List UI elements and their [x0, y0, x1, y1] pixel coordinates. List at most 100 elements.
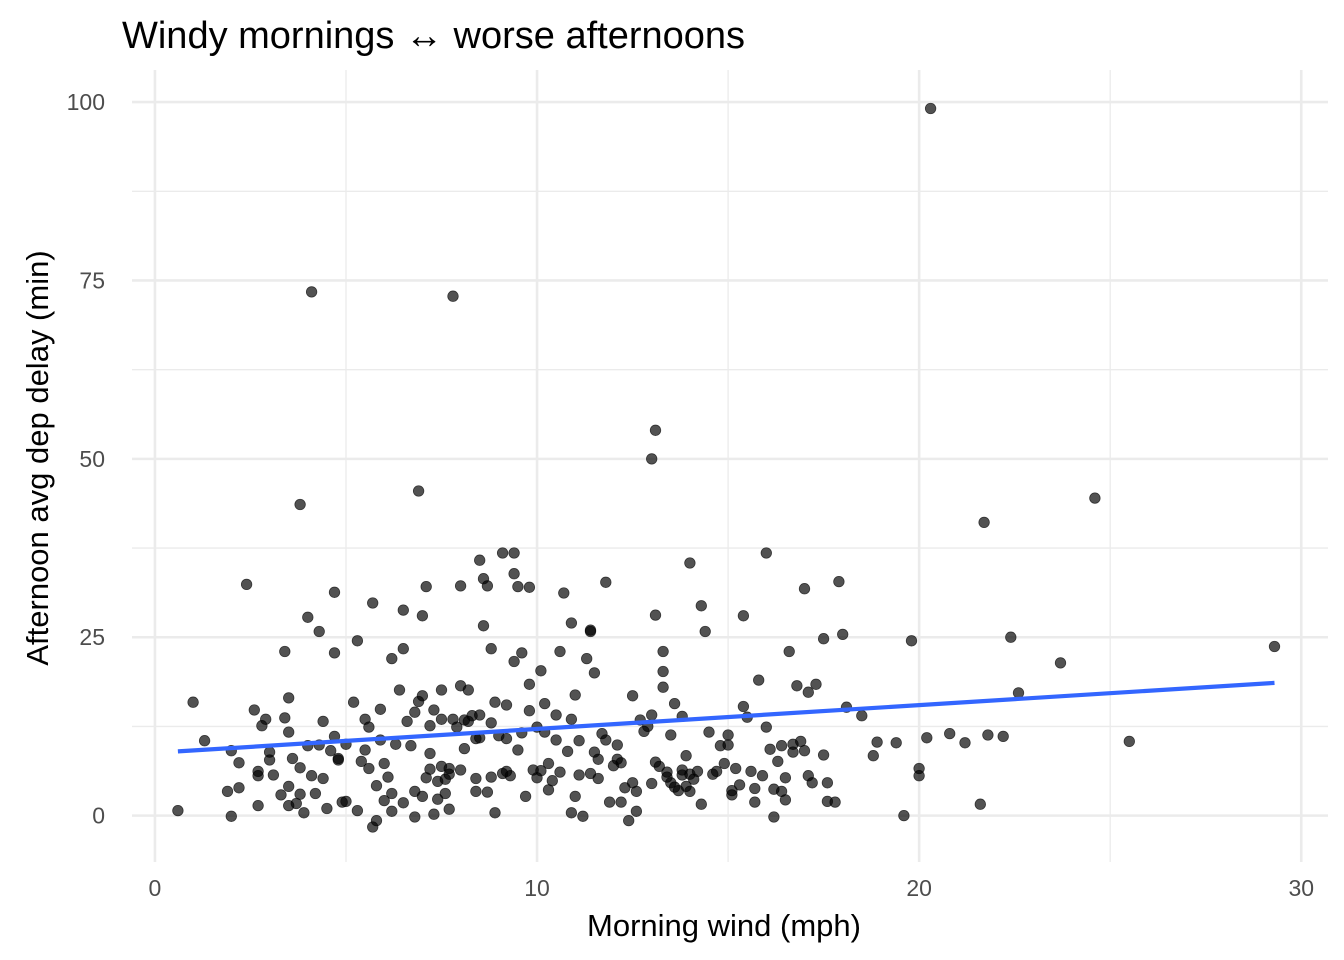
data-point [974, 798, 986, 810]
data-point [294, 788, 306, 800]
x-tick-label: 20 [906, 875, 932, 901]
data-point [240, 578, 253, 591]
data-point [225, 810, 237, 822]
data-point [1054, 657, 1067, 669]
data-point [317, 715, 329, 728]
y-tick-label: 100 [67, 89, 105, 115]
data-point [573, 735, 585, 747]
data-point [569, 689, 581, 701]
x-tick-label: 0 [149, 875, 162, 901]
data-point [653, 760, 665, 773]
data-point [603, 796, 616, 808]
data-point [871, 736, 883, 748]
data-point [649, 424, 662, 436]
data-point [233, 757, 245, 769]
data-point [370, 814, 383, 827]
data-point [474, 709, 486, 721]
data-point [913, 770, 925, 782]
data-point [508, 655, 520, 668]
data-point [500, 699, 513, 711]
data-point [829, 796, 841, 808]
data-point [328, 586, 341, 598]
data-point [837, 628, 849, 641]
data-point [424, 720, 436, 732]
data-point [779, 794, 792, 806]
data-point [305, 286, 318, 298]
data-point [535, 665, 547, 677]
y-tick-label: 75 [79, 267, 105, 293]
data-point [279, 712, 291, 724]
data-point [718, 757, 730, 770]
data-point [519, 790, 532, 803]
data-point [561, 745, 574, 758]
data-point [554, 645, 566, 658]
data-point [351, 804, 364, 817]
data-point [756, 770, 769, 782]
data-point [405, 740, 417, 752]
data-point [623, 814, 635, 827]
data-point [684, 785, 696, 798]
data-point [363, 762, 375, 775]
data-point [409, 706, 421, 718]
data-point [516, 647, 528, 659]
data-point [363, 721, 375, 733]
data-point [890, 737, 902, 749]
data-point [279, 645, 291, 658]
data-point [905, 635, 918, 647]
data-point [386, 805, 398, 817]
data-point [325, 745, 337, 757]
data-point [856, 710, 868, 722]
data-point [600, 734, 612, 746]
data-point [198, 735, 211, 747]
data-point [584, 624, 597, 636]
data-point [523, 678, 536, 690]
data-point [806, 777, 818, 789]
data-point [539, 697, 551, 710]
data-point [772, 755, 784, 768]
data-point [791, 680, 803, 692]
x-tick-label: 30 [1288, 875, 1314, 901]
data-point [982, 729, 994, 741]
data-point [749, 796, 761, 808]
data-point [443, 762, 455, 775]
data-point [600, 576, 612, 588]
data-point [726, 789, 738, 801]
data-point [542, 757, 555, 770]
data-point [722, 729, 734, 741]
data-point [699, 625, 711, 638]
data-point [581, 652, 593, 665]
x-tick-label: 10 [524, 875, 550, 901]
data-point [1123, 735, 1135, 748]
data-point [512, 744, 524, 756]
data-point [630, 805, 643, 817]
data-point [481, 786, 494, 798]
data-point [393, 684, 406, 696]
data-point [504, 770, 516, 782]
data-point [737, 610, 750, 622]
data-point [588, 667, 601, 679]
data-point [485, 717, 497, 729]
data-point [496, 547, 509, 559]
data-point [470, 772, 482, 785]
chart-title: Windy mornings ↔ worse afternoons [122, 15, 745, 57]
data-point [416, 690, 429, 702]
data-point [481, 580, 494, 592]
data-point [760, 547, 772, 559]
data-point [454, 764, 467, 776]
data-point [523, 705, 536, 717]
data-point [252, 799, 264, 812]
data-point [332, 754, 344, 766]
data-point [760, 721, 772, 733]
data-point [783, 645, 795, 658]
y-axis-title: Afternoon avg dep delay (min) [20, 250, 55, 665]
data-point [569, 790, 581, 803]
data-point [508, 568, 520, 580]
data-point [833, 575, 845, 588]
data-point [665, 729, 677, 741]
data-point [351, 635, 364, 647]
data-points [172, 102, 1281, 833]
x-axis-title: Morning wind (mph) [587, 908, 861, 943]
data-point [775, 740, 788, 752]
data-point [611, 739, 623, 751]
data-point [500, 732, 513, 745]
